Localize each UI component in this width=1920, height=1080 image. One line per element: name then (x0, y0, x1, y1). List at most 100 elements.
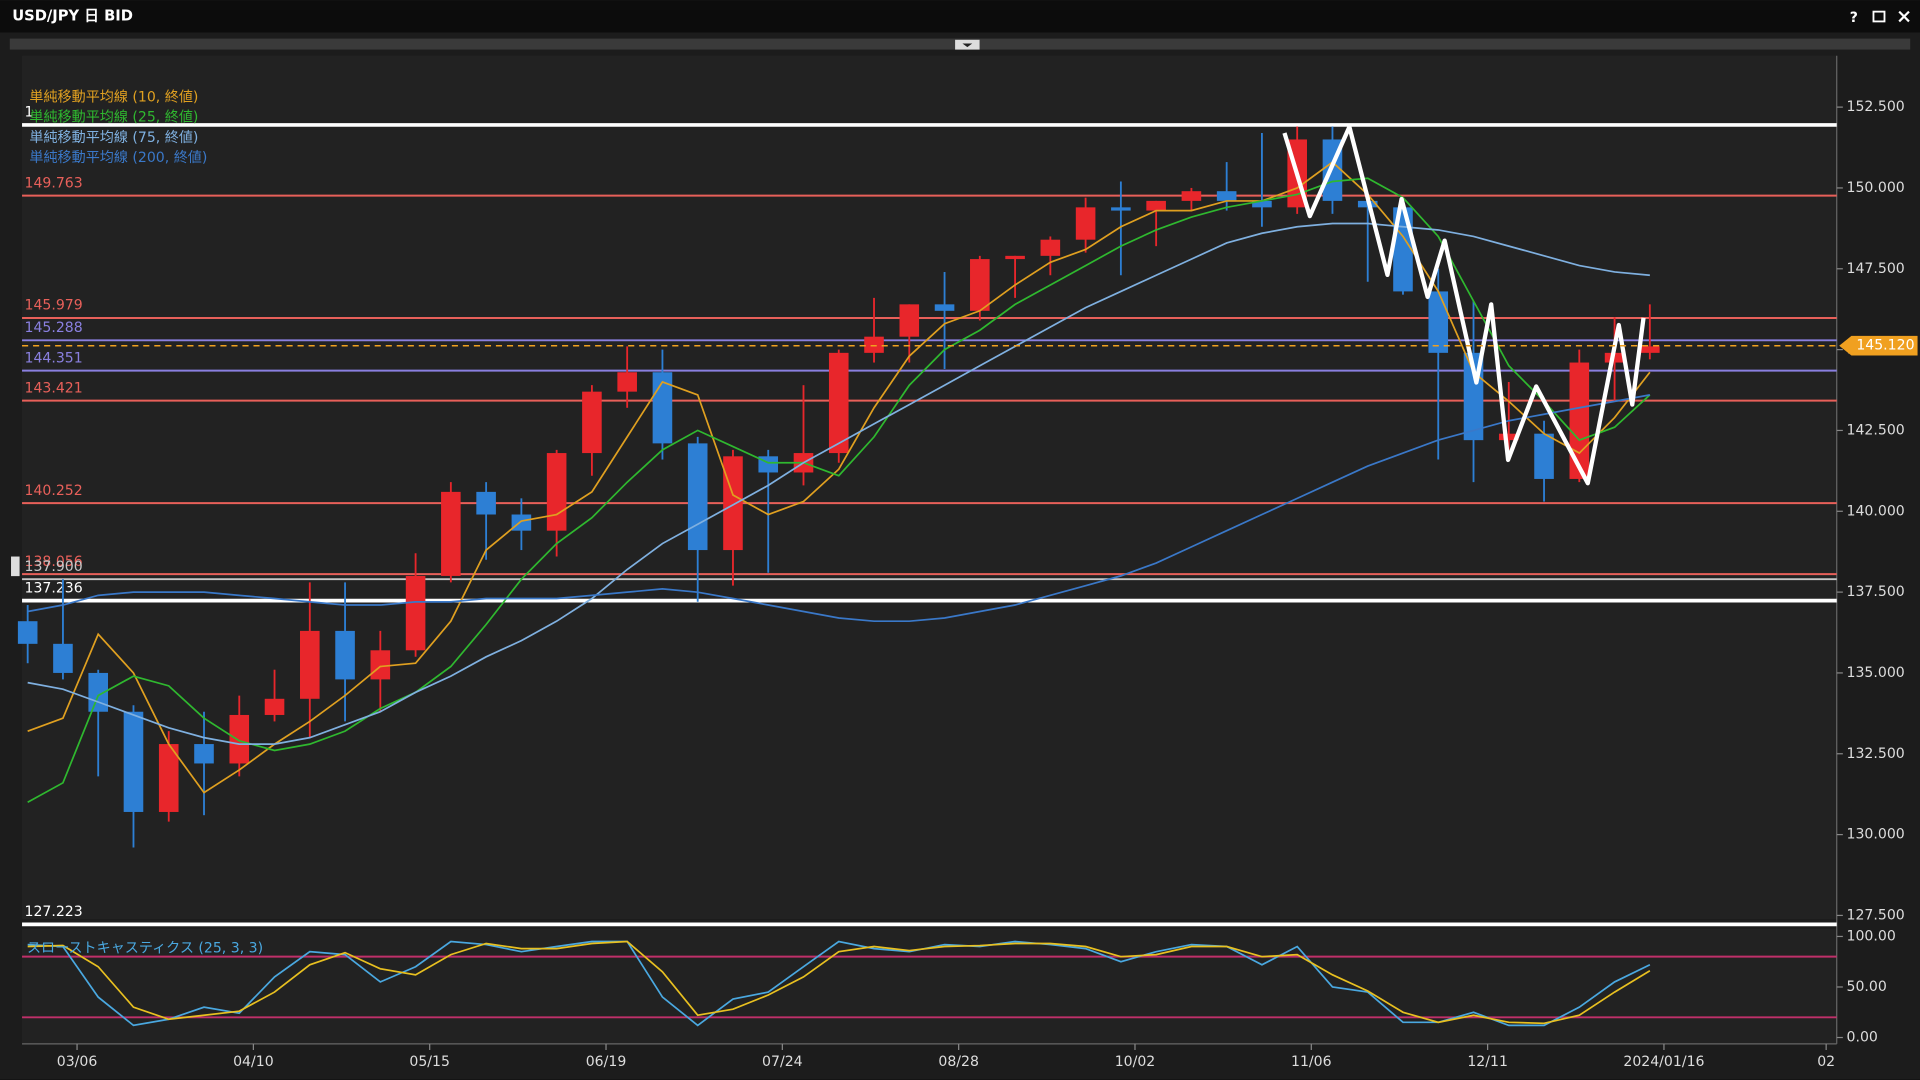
legend-entry: 単純移動平均線 (10, 終値) (29, 89, 198, 105)
main-plot-area (22, 55, 1837, 919)
x-tick-label: 2024/01/16 (1623, 1054, 1704, 1070)
level-label: 145.288 (24, 320, 82, 336)
candle-body (194, 744, 214, 764)
x-tick-label: 04/10 (233, 1054, 274, 1070)
legend-entry: 単純移動平均線 (200, 終値) (29, 150, 207, 166)
panel-title: スローストキャスティクス (25, 3, 3) (27, 940, 263, 956)
candle-body (1040, 239, 1061, 256)
main-panel: 127.500 130.000 132.500 135.000 137.500 140.0… (17, 89, 1918, 927)
candle-body (370, 650, 391, 680)
candle-body (1569, 362, 1590, 479)
candle-body (687, 443, 708, 551)
legend-entry: 単純移動平均線 (25, 終値) (29, 110, 198, 126)
x-tick-label: 03/06 (57, 1054, 98, 1070)
y-tick-label: 50.00 (1847, 979, 1887, 995)
series-line (27, 940, 1651, 1027)
candle-body (229, 714, 250, 764)
y-tick-label: 142.500 (1847, 422, 1905, 438)
candle-body (123, 711, 144, 812)
level-label: 1 (24, 105, 33, 121)
candle-body (88, 672, 109, 712)
candle-body (1428, 291, 1449, 353)
candle-body (17, 621, 38, 644)
x-tick-label: 08/28 (938, 1054, 979, 1070)
candle-body (335, 630, 355, 680)
candle-body (300, 630, 320, 699)
help-button[interactable]: ? (1850, 10, 1858, 26)
candle-body (1146, 200, 1166, 211)
candle-body (511, 514, 532, 531)
candle-body (1005, 255, 1025, 260)
scroll-handle[interactable] (11, 556, 20, 577)
candle-body (1181, 191, 1202, 201)
y-tick-label: 152.500 (1847, 99, 1905, 115)
stoch-panel: 0.00 50.00 100.00 スローストキャスティクス (25, 3, 3) (22, 928, 1896, 1046)
x-tick-label: 11/06 (1291, 1054, 1332, 1070)
legend-entry: 単純移動平均線 (75, 終値) (29, 130, 198, 146)
level-label: 149.763 (24, 175, 82, 191)
zigzag-line (1282, 124, 1646, 486)
y-tick-label: 127.500 (1847, 907, 1905, 923)
series-line (27, 177, 1651, 804)
candle-body (899, 304, 920, 337)
level-label: 137.900 (24, 559, 82, 575)
candle-body (970, 259, 990, 311)
x-tick-label: 10/02 (1115, 1054, 1156, 1070)
candle-body (1075, 207, 1096, 240)
series-line (27, 222, 1650, 745)
x-tick-label: 06/19 (586, 1054, 627, 1070)
candle-body (476, 491, 496, 515)
candle-body (441, 491, 461, 576)
y-tick-label: 135.000 (1847, 665, 1905, 681)
y-tick-label: 140.000 (1847, 503, 1905, 519)
y-tick-label: 137.500 (1847, 584, 1905, 600)
candle-body (723, 456, 743, 551)
candle-body (158, 744, 179, 812)
last-price-label: 145.120 (1856, 338, 1914, 354)
candle-body (53, 643, 73, 673)
candle-body (405, 575, 426, 651)
candle-body (617, 372, 637, 392)
level-label: 145.979 (24, 298, 82, 314)
level-label: 143.421 (24, 380, 82, 396)
x-tick-label: 05/15 (409, 1054, 450, 1070)
level-label: 127.223 (24, 904, 82, 920)
candle-body (582, 391, 602, 454)
series-line (27, 940, 1651, 1025)
candle-body (1640, 346, 1660, 353)
level-label: 138.056 (24, 554, 82, 570)
y-tick-label: 147.500 (1847, 261, 1905, 277)
x-tick-label: 07/24 (762, 1054, 803, 1070)
y-tick-label: 150.000 (1847, 180, 1905, 196)
candle-body (1498, 433, 1519, 441)
window-title: USD/JPY 日 BID (12, 8, 133, 25)
title-bar (0, 0, 1920, 33)
candle-body (828, 352, 849, 454)
last-price-box (1839, 335, 1918, 356)
candle-body (264, 698, 285, 715)
candle-body (1216, 191, 1237, 201)
close-button[interactable] (1898, 10, 1910, 23)
level-label: 144.351 (24, 350, 82, 366)
candle-body (1534, 433, 1554, 479)
candle-body (546, 453, 567, 531)
maximize-button[interactable] (1872, 10, 1886, 23)
candle-body (864, 336, 884, 353)
candle-body (934, 304, 955, 311)
level-label: 137.236 (24, 580, 82, 596)
stoch-plot-area (22, 928, 1837, 1044)
candle-body (1111, 207, 1131, 211)
y-tick-label: 100.00 (1847, 928, 1896, 944)
x-tick-label: 12/11 (1467, 1054, 1508, 1070)
series-line (27, 161, 1651, 794)
x-tick-label: 02 (1817, 1054, 1835, 1070)
y-tick-label: 132.500 (1847, 746, 1905, 762)
collapse-arrow (962, 43, 973, 48)
y-tick-label: 0.00 (1847, 1030, 1878, 1046)
series-line (27, 394, 1651, 623)
candle-body (1252, 200, 1272, 208)
candle-body (1604, 352, 1625, 363)
level-label: 140.252 (24, 483, 82, 499)
